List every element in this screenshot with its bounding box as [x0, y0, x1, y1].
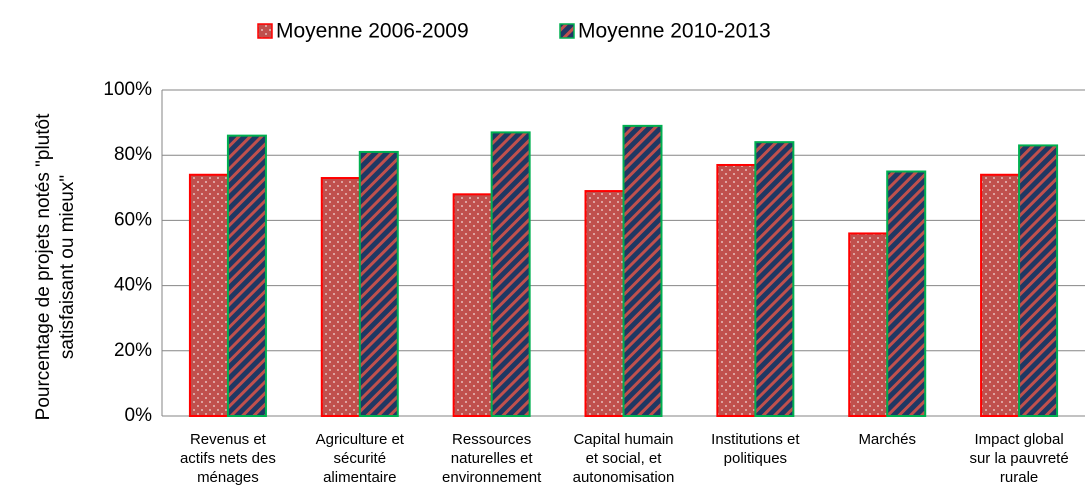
x-tick-label: Ressources naturelles et environnement [442, 431, 542, 486]
y-tick-label: 80% [114, 144, 152, 165]
y-tick-label: 20% [114, 340, 152, 361]
y-tick-label: 60% [114, 209, 152, 230]
legend-label: Moyenne 2006-2009 [276, 20, 469, 43]
x-tick-label: Impact global sur la pauvreté rurale [969, 431, 1068, 486]
legend-swatch [559, 23, 575, 39]
x-tick-label: Capital humain et social, et autonomisatio… [573, 431, 675, 486]
bar [584, 190, 625, 417]
legend-swatch [257, 23, 273, 39]
bar [980, 173, 1021, 417]
y-tick-label: 40% [114, 275, 152, 296]
bar [848, 232, 889, 417]
x-tick-label: Marchés [858, 431, 916, 448]
bar [886, 170, 927, 417]
y-tick-label: 100% [103, 79, 152, 100]
bar [754, 141, 795, 417]
bar [622, 124, 663, 418]
bar [320, 177, 361, 417]
legend-label: Moyenne 2010-2013 [578, 20, 771, 43]
bar [188, 173, 229, 417]
y-axis-title: Pourcentage de projets notés "plutôt sati… [33, 113, 78, 420]
bar [1018, 144, 1059, 417]
bar [452, 193, 493, 417]
x-tick-label: Institutions et politiques [711, 431, 800, 467]
x-tick-label: Revenus et actifs nets des ménages [180, 431, 276, 486]
bar [226, 134, 267, 417]
y-tick-label: 0% [125, 405, 153, 426]
bar [358, 150, 399, 417]
bar [716, 163, 757, 417]
bar [490, 131, 531, 417]
x-tick-label: Agriculture et sécurité alimentaire [316, 431, 405, 486]
